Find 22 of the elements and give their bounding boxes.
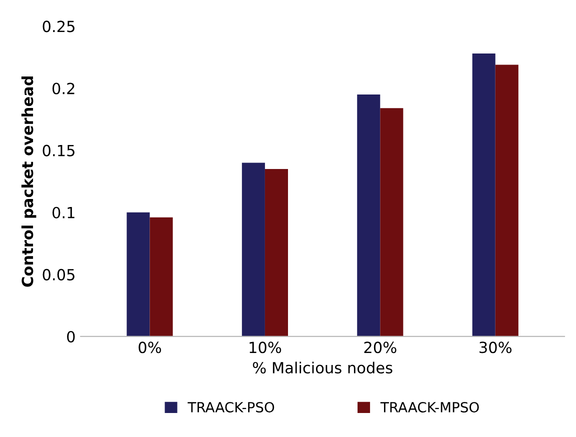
y-tick-label: 0.05 bbox=[42, 268, 74, 280]
x-axis-title: % Malicious nodes bbox=[252, 362, 392, 374]
legend-label: TRAACK-PSO bbox=[188, 402, 274, 412]
bar bbox=[126, 212, 150, 336]
bar bbox=[242, 162, 265, 336]
bar bbox=[380, 108, 404, 336]
x-tick-label: 0% bbox=[138, 342, 162, 354]
x-tick-label: 10% bbox=[250, 342, 282, 354]
y-tick-label: 0.1 bbox=[52, 206, 74, 218]
bar bbox=[150, 217, 173, 336]
bar bbox=[495, 64, 518, 336]
y-tick-label: 0 bbox=[67, 330, 75, 343]
y-tick-label: 0.15 bbox=[42, 144, 74, 156]
x-tick-label: 30% bbox=[480, 342, 512, 354]
y-tick-label: 0.25 bbox=[42, 20, 74, 32]
bar bbox=[264, 168, 288, 336]
bar bbox=[357, 94, 380, 336]
y-tick-label: 0.2 bbox=[52, 82, 74, 94]
bar bbox=[472, 54, 496, 336]
x-tick-label: 20% bbox=[364, 342, 396, 354]
y-axis-title: Control packet overhead bbox=[21, 76, 36, 287]
legend-label: TRAACK-MPSO bbox=[380, 402, 479, 412]
